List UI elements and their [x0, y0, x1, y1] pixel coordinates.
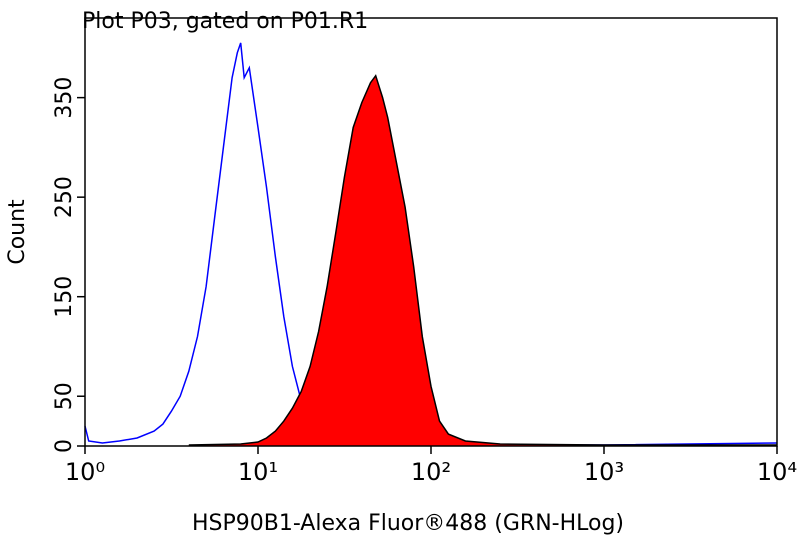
x-tick-label: 10³ [584, 458, 624, 486]
plot-frame [84, 17, 778, 447]
histogram-area [188, 75, 777, 446]
y-tick-label: 0 [52, 439, 77, 453]
x-tick-label: 10¹ [238, 458, 278, 486]
x-tick-label: 10² [411, 458, 451, 486]
chart-title: Plot P03, gated on P01.R1 [82, 9, 368, 34]
y-axis-label: Count [5, 199, 30, 265]
histogram-outline [188, 74, 777, 446]
x-axis-label: HSP90B1-Alexa Fluor®488 (GRN-HLog) [192, 511, 624, 536]
y-tick-label: 250 [52, 176, 77, 218]
x-tick-label: 10⁰ [65, 458, 105, 486]
y-tick-label: 50 [52, 382, 77, 410]
y-tick-label: 350 [52, 77, 77, 119]
y-tick-label: 150 [52, 276, 77, 318]
x-tick-label: 10⁴ [757, 458, 797, 486]
